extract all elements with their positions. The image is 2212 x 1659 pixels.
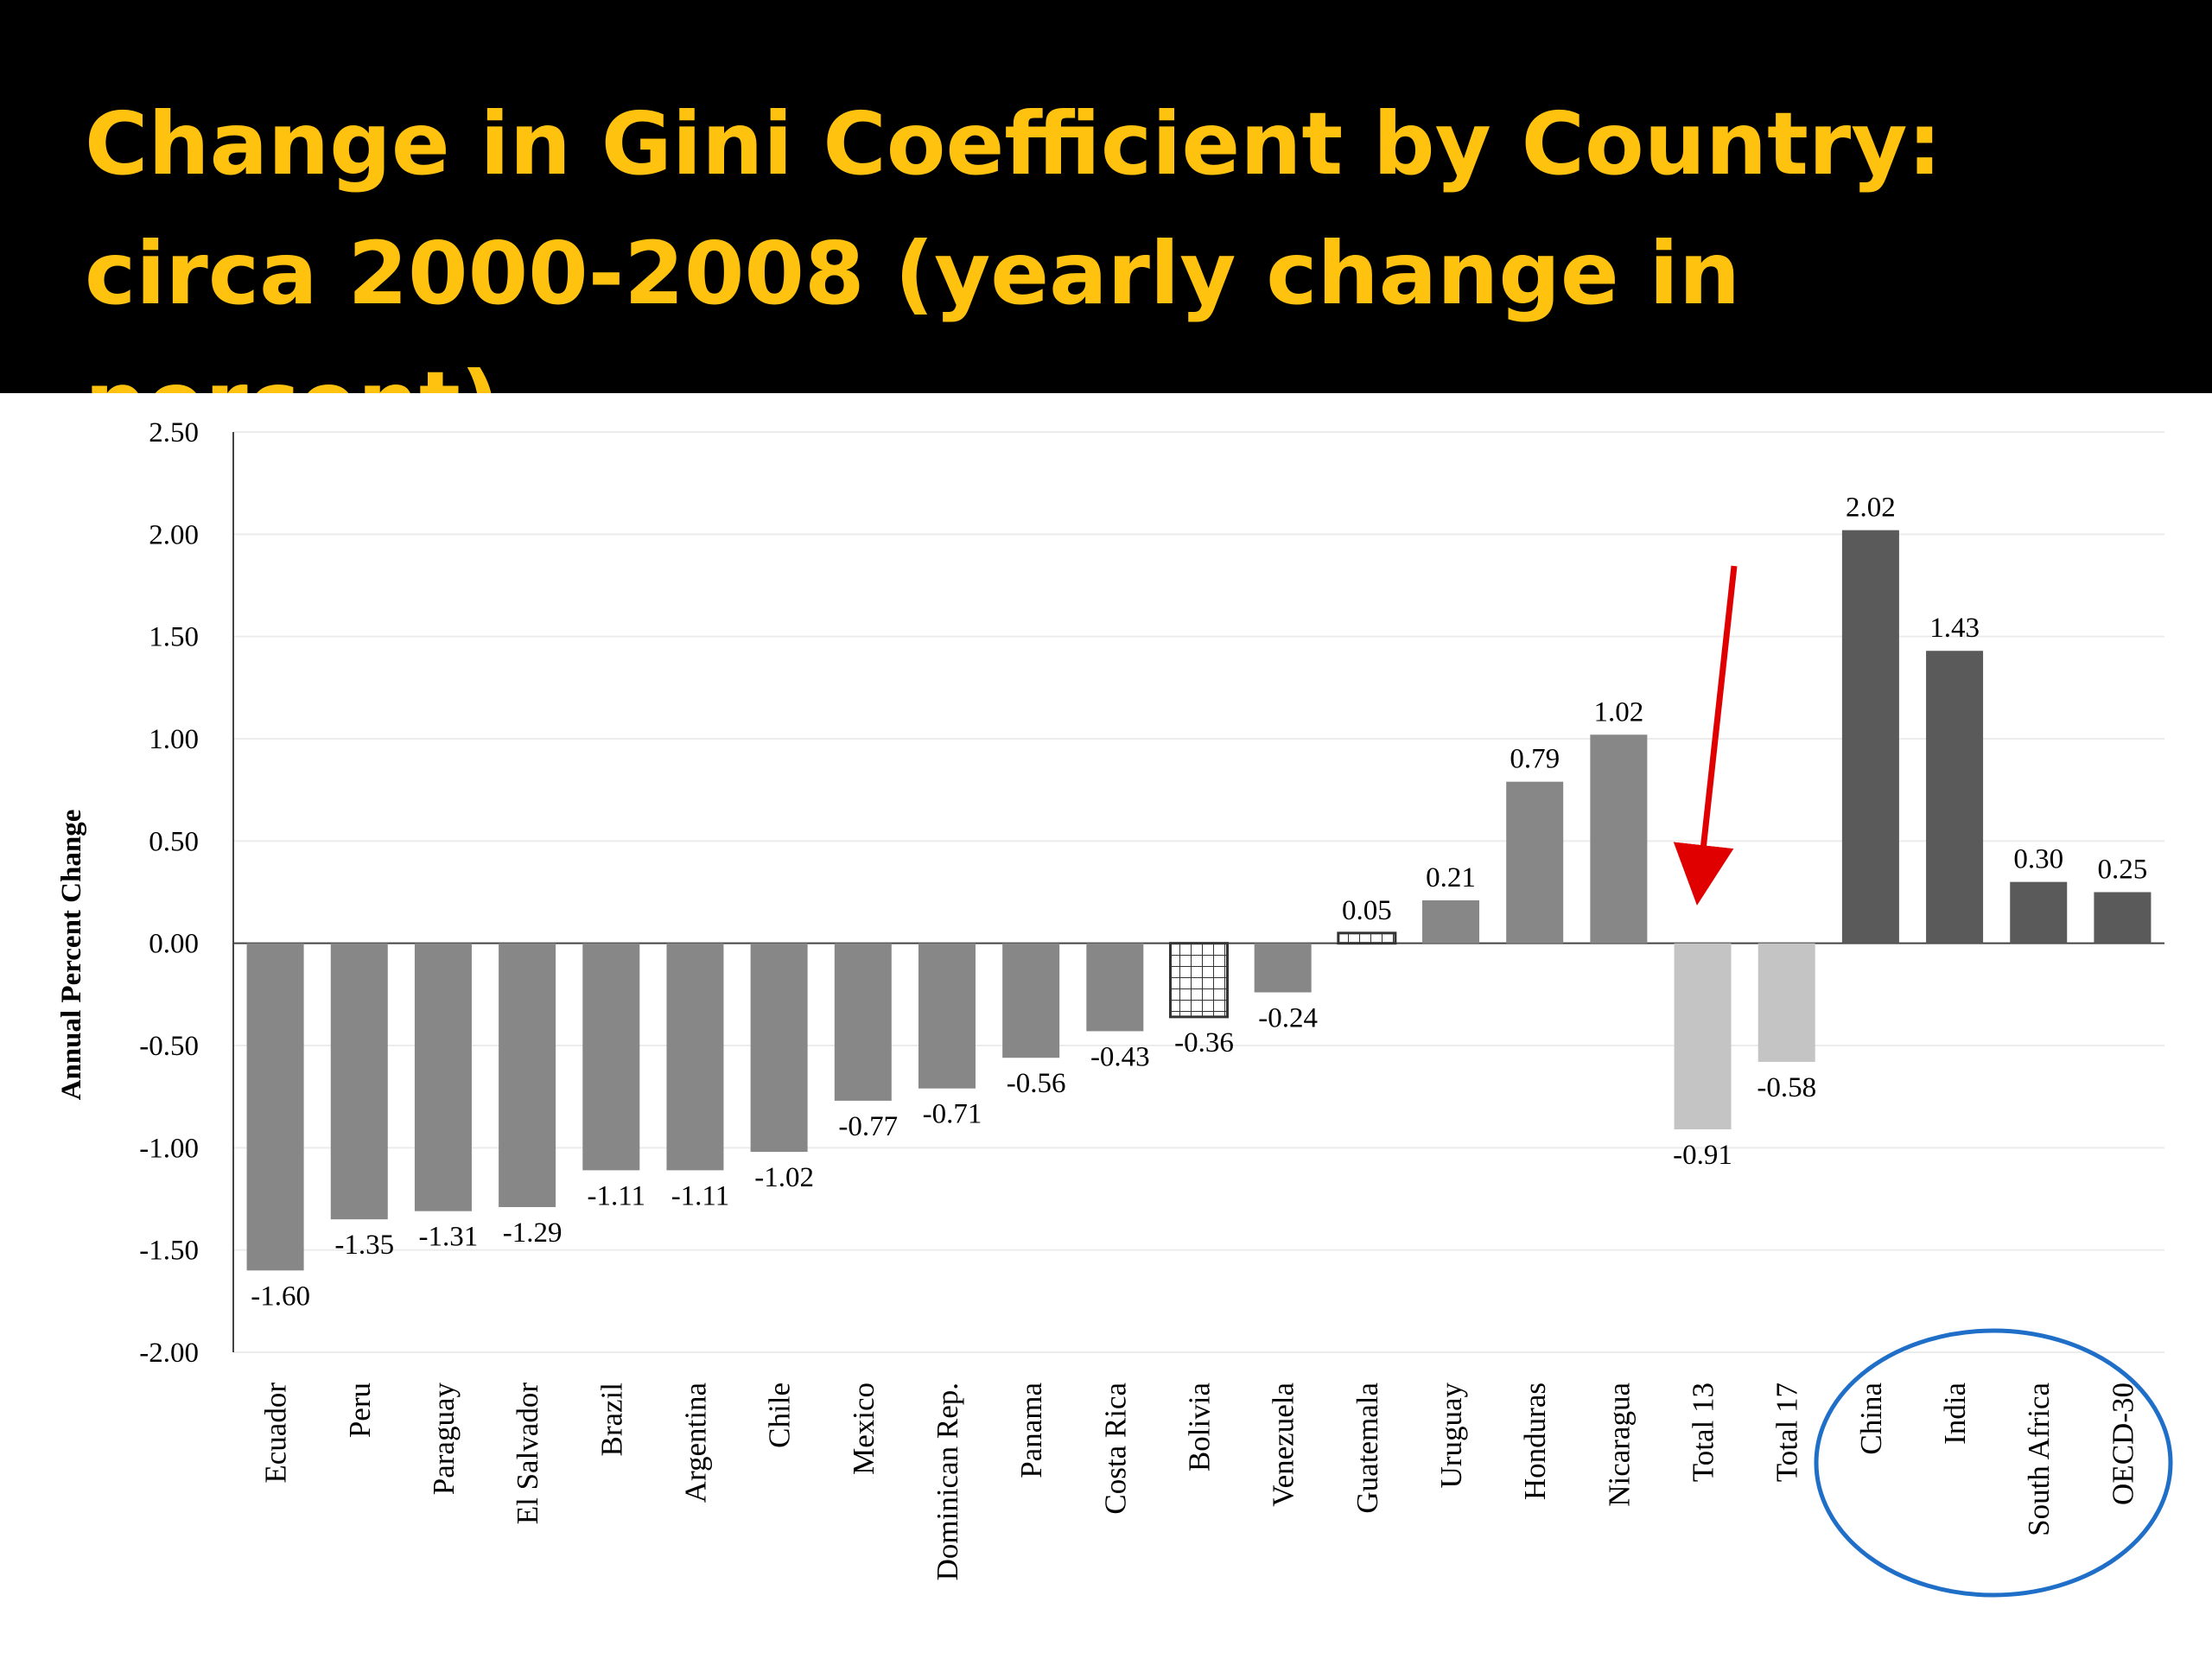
category-label: Argentina bbox=[678, 1382, 712, 1503]
bar bbox=[2094, 892, 2152, 944]
category-label: Panama bbox=[1014, 1382, 1048, 1478]
y-tick-label: -2.00 bbox=[139, 1338, 199, 1369]
data-label: 0.30 bbox=[2013, 844, 2063, 875]
category-labels: Ecuador Peru Paraguay El Salvador Brazil Arge… bbox=[259, 1382, 2140, 1581]
data-label: -1.60 bbox=[251, 1281, 310, 1312]
category-label: Peru bbox=[343, 1382, 377, 1438]
data-label: -0.77 bbox=[838, 1111, 898, 1142]
title-band: Change in Gini Coefficient by Country: c… bbox=[0, 0, 2212, 454]
y-tick-label: -1.50 bbox=[139, 1236, 199, 1267]
y-tick-labels: 2.50 2.00 1.50 1.00 0.50 0.00 -0.50 -1.00 -1.50 -… bbox=[139, 417, 199, 1369]
bar bbox=[1337, 931, 1397, 945]
data-label: 2.02 bbox=[1846, 493, 1896, 524]
category-label: Guatemala bbox=[1351, 1382, 1384, 1514]
bar bbox=[1169, 942, 1229, 1019]
category-label: India bbox=[1938, 1382, 1972, 1445]
data-label: 0.79 bbox=[1510, 744, 1560, 775]
category-label: OECD-30 bbox=[2106, 1382, 2139, 1505]
bar bbox=[918, 943, 976, 1089]
data-label: -0.43 bbox=[1090, 1041, 1150, 1072]
data-labels: -1.60 -1.35 -1.31 -1.29 -1.11 -1.11 -1.02 -0.77… bbox=[251, 493, 2147, 1313]
category-label: China bbox=[1854, 1382, 1888, 1455]
data-label: -1.11 bbox=[588, 1180, 646, 1211]
bar bbox=[1926, 651, 1984, 944]
y-axis-title: Annual Percent Change bbox=[56, 810, 87, 1101]
category-label: Brazil bbox=[594, 1382, 628, 1457]
category-label: Bolivia bbox=[1183, 1382, 1217, 1472]
y-tick-label: -0.50 bbox=[139, 1031, 199, 1062]
data-label: -1.31 bbox=[419, 1222, 479, 1253]
bar bbox=[750, 943, 808, 1153]
category-label: Nicaragua bbox=[1602, 1382, 1636, 1507]
category-label: Honduras bbox=[1518, 1382, 1552, 1500]
bar bbox=[1506, 781, 1564, 944]
data-label: 0.21 bbox=[1426, 862, 1476, 893]
data-label: 1.02 bbox=[1593, 696, 1643, 728]
y-tick-label: 2.50 bbox=[149, 417, 199, 448]
blue-circle-annotation bbox=[1814, 1328, 2173, 1598]
y-tick-label: 1.50 bbox=[149, 622, 199, 653]
bar bbox=[2010, 881, 2068, 944]
y-tick-label: 2.00 bbox=[149, 519, 199, 550]
category-label: Mexico bbox=[847, 1382, 880, 1475]
bar bbox=[1254, 943, 1312, 993]
data-label: -0.71 bbox=[923, 1099, 982, 1130]
category-label: Uruguay bbox=[1434, 1382, 1468, 1489]
data-label: -0.56 bbox=[1007, 1068, 1066, 1099]
bar bbox=[1590, 734, 1648, 944]
category-label: Total 17 bbox=[1770, 1382, 1804, 1482]
category-label: Venezuela bbox=[1267, 1382, 1300, 1507]
bar bbox=[582, 943, 640, 1171]
category-label: Total 13 bbox=[1687, 1382, 1720, 1482]
bar bbox=[499, 943, 556, 1207]
category-label: Chile bbox=[763, 1382, 797, 1448]
data-label: -0.36 bbox=[1174, 1027, 1234, 1058]
category-label: Paraguay bbox=[427, 1382, 461, 1496]
red-arrow-annotation bbox=[1673, 565, 1738, 906]
bar bbox=[246, 943, 304, 1271]
page-title: Change in Gini Coefficient by Country: c… bbox=[85, 93, 1942, 454]
data-label: -1.11 bbox=[671, 1180, 730, 1211]
bar bbox=[1422, 899, 1480, 944]
bar bbox=[330, 943, 388, 1220]
bar bbox=[1002, 943, 1060, 1058]
chart-area: -1.60 -1.35 -1.31 -1.29 -1.11 -1.11 -1.02 -0.77… bbox=[0, 393, 2212, 1659]
data-label: 0.25 bbox=[2098, 855, 2148, 886]
gini-change-bar-chart: -1.60 -1.35 -1.31 -1.29 -1.11 -1.11 -1.02 -0.77… bbox=[56, 417, 2173, 1598]
data-label: 0.05 bbox=[1342, 895, 1392, 926]
bar bbox=[666, 943, 724, 1171]
data-label: 1.43 bbox=[1929, 613, 1980, 644]
bar bbox=[834, 943, 892, 1101]
y-tick-label: 1.00 bbox=[149, 724, 199, 755]
data-label: -1.02 bbox=[754, 1162, 814, 1193]
data-label: -1.35 bbox=[334, 1230, 394, 1261]
bar bbox=[414, 943, 472, 1211]
bar bbox=[1674, 943, 1732, 1130]
category-label: Costa Rica bbox=[1098, 1382, 1132, 1515]
category-label: South Africa bbox=[2022, 1382, 2056, 1536]
category-label: Ecuador bbox=[259, 1382, 293, 1484]
data-label: -0.58 bbox=[1757, 1072, 1816, 1103]
bar bbox=[1758, 943, 1815, 1062]
category-label: Dominican Rep. bbox=[931, 1382, 964, 1580]
y-tick-label: 0.50 bbox=[149, 826, 199, 857]
bar bbox=[1841, 530, 1899, 944]
data-label: -0.91 bbox=[1673, 1140, 1732, 1171]
y-tick-label: -1.00 bbox=[139, 1133, 199, 1164]
category-label: El Salvador bbox=[511, 1382, 544, 1525]
bars bbox=[246, 530, 2152, 1271]
data-label: -0.24 bbox=[1258, 1002, 1318, 1033]
y-tick-label: 0.00 bbox=[149, 929, 199, 960]
bar bbox=[1086, 943, 1144, 1032]
data-label: -1.29 bbox=[503, 1217, 563, 1249]
